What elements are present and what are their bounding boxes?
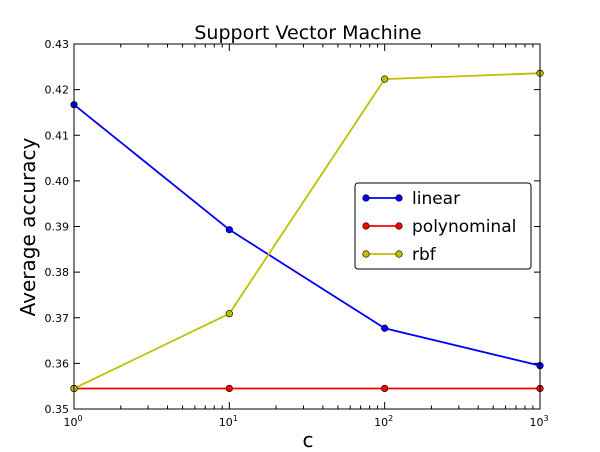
series-line-linear — [73, 103, 541, 367]
y-tick-label: 0.35 — [45, 403, 70, 416]
data-point-linear — [225, 226, 233, 234]
series-line-rbf — [73, 72, 541, 390]
plot-frame — [73, 43, 541, 410]
series-layer — [70, 69, 544, 393]
y-tick-label: 0.41 — [45, 129, 70, 142]
data-point-polynominal — [381, 384, 389, 393]
x-tick-label: 101 — [219, 414, 238, 429]
data-point-rbf — [381, 75, 389, 83]
legend-box — [354, 182, 532, 270]
data-point-linear — [381, 324, 389, 332]
ticks-layer: 0.35 0.36 0.37 0.38 0.39 0.40 0.41 0.42 0.43 100 1… — [45, 38, 549, 429]
legend-marker-rbf — [395, 250, 403, 258]
x-tick-label: 102 — [374, 414, 393, 429]
legend-label-linear: linear — [412, 189, 460, 209]
y-tick-label: 0.38 — [45, 266, 70, 279]
legend-marker-rbf — [362, 250, 370, 258]
y-tick-label: 0.43 — [45, 38, 70, 51]
legend-label-polynominal: polynominal — [412, 217, 516, 237]
legend: linear polynominal rbf — [354, 182, 532, 270]
y-tick-label: 0.36 — [45, 357, 70, 370]
y-tick-label: 0.42 — [45, 84, 70, 97]
y-tick-label: 0.37 — [45, 312, 70, 325]
chart-title: Support Vector Machine — [194, 22, 421, 44]
y-axis-label: Average accuracy — [16, 137, 40, 316]
y-tick-label: 0.40 — [45, 175, 70, 188]
data-point-polynominal — [225, 384, 233, 393]
y-tick-label: 0.39 — [45, 221, 70, 234]
x-tick-label: 103 — [529, 414, 548, 429]
x-axis-label: c — [303, 428, 314, 452]
legend-marker-polynominal — [362, 222, 370, 230]
legend-marker-linear — [395, 194, 403, 202]
legend-marker-linear — [362, 194, 370, 202]
x-tick-label: 100 — [63, 414, 82, 429]
legend-marker-polynominal — [395, 222, 403, 230]
legend-label-rbf: rbf — [412, 245, 437, 265]
data-point-rbf — [225, 310, 233, 318]
